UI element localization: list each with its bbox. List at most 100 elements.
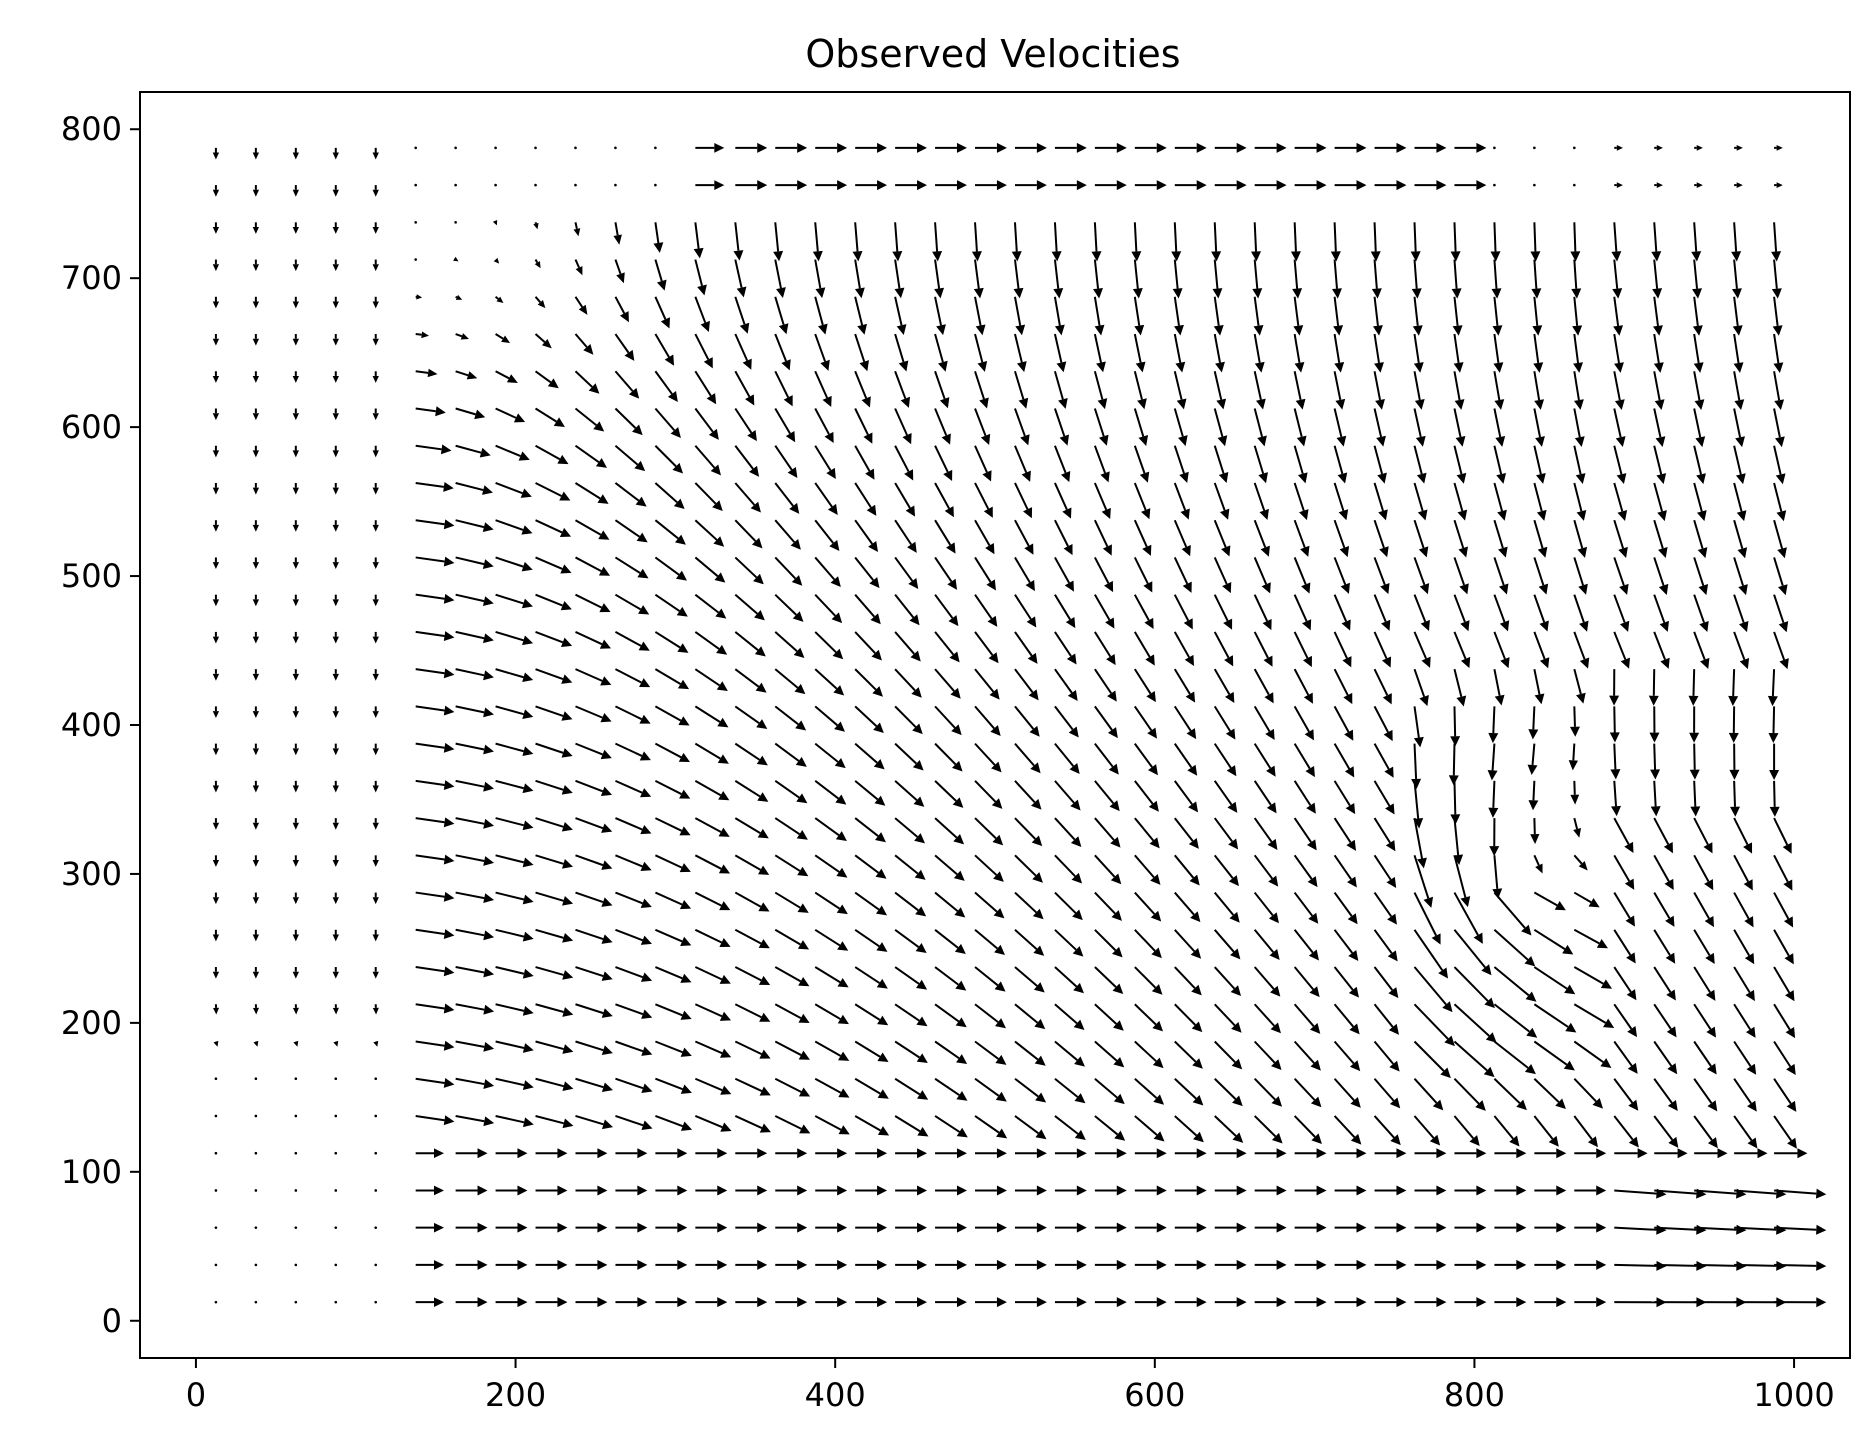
velocity-arrow xyxy=(1175,483,1190,520)
velocity-arrow xyxy=(1614,557,1628,594)
velocity-arrow xyxy=(373,818,379,830)
velocity-arrow xyxy=(1095,1079,1125,1104)
velocity-arrow xyxy=(293,818,299,830)
velocity-arrow xyxy=(253,669,259,681)
velocity-arrow xyxy=(935,669,961,699)
velocity-arrow xyxy=(1574,409,1584,447)
velocity-arrow xyxy=(1415,1297,1447,1307)
velocity-arrow xyxy=(1015,930,1044,956)
velocity-arrow xyxy=(895,818,925,843)
velocity-arrow xyxy=(253,334,259,346)
velocity-arrow xyxy=(253,930,259,942)
velocity-arrow xyxy=(1454,1185,1486,1195)
velocity-arrow xyxy=(1335,1079,1361,1108)
velocity-arrow xyxy=(815,669,844,695)
velocity-arrow xyxy=(1534,893,1566,911)
velocity-arrow xyxy=(695,893,730,911)
velocity-arrow xyxy=(1335,557,1350,593)
velocity-arrow xyxy=(1494,557,1508,594)
velocity-arrow xyxy=(855,446,874,480)
velocity-arrow xyxy=(1774,446,1785,484)
velocity-arrow xyxy=(1494,595,1509,632)
velocity-arrow xyxy=(895,1185,927,1195)
velocity-arrow xyxy=(373,371,379,383)
velocity-arrow xyxy=(1694,893,1714,928)
velocity-arrow xyxy=(655,371,677,402)
velocity-arrow xyxy=(1055,180,1087,190)
vector-field xyxy=(213,143,1827,1307)
velocity-arrow xyxy=(456,706,494,717)
velocity-arrow xyxy=(253,781,259,793)
velocity-arrow xyxy=(456,855,494,866)
velocity-arrow xyxy=(895,260,905,299)
velocity-arrow xyxy=(695,706,728,727)
velocity-arrow xyxy=(456,1004,494,1014)
velocity-arrow xyxy=(213,297,219,309)
velocity-arrow xyxy=(1095,632,1116,665)
velocity-arrow xyxy=(1175,520,1191,556)
velocity-arrow xyxy=(454,184,457,187)
velocity-arrow xyxy=(1175,446,1189,483)
velocity-arrow xyxy=(333,222,339,234)
velocity-arrow xyxy=(1573,147,1576,150)
velocity-arrow xyxy=(1374,334,1384,373)
velocity-arrow xyxy=(373,446,379,458)
velocity-arrow xyxy=(1332,260,1342,299)
velocity-arrow xyxy=(775,744,807,767)
velocity-arrow xyxy=(1015,143,1047,153)
velocity-arrow xyxy=(1451,222,1461,261)
velocity-arrow xyxy=(1572,297,1582,336)
velocity-arrow xyxy=(1694,1042,1716,1075)
velocity-arrow xyxy=(1135,446,1149,483)
velocity-arrow xyxy=(575,1042,612,1055)
velocity-arrow xyxy=(334,1301,337,1304)
velocity-arrow xyxy=(1452,260,1462,299)
velocity-arrow xyxy=(575,669,611,685)
velocity-arrow xyxy=(1373,297,1383,336)
velocity-arrow xyxy=(213,893,219,905)
velocity-arrow xyxy=(1454,669,1466,706)
y-tick-label: 600 xyxy=(61,408,122,446)
velocity-arrow xyxy=(1454,1148,1486,1158)
velocity-arrow xyxy=(1295,781,1316,814)
velocity-arrow xyxy=(1335,967,1359,998)
velocity-arrow xyxy=(575,409,604,432)
velocity-arrow xyxy=(295,1152,298,1155)
velocity-arrow xyxy=(1649,706,1659,742)
velocity-arrow xyxy=(1574,1148,1606,1158)
velocity-arrow xyxy=(1571,260,1581,299)
velocity-arrow xyxy=(334,1226,337,1229)
velocity-arrow xyxy=(1175,409,1188,447)
velocity-arrow xyxy=(456,295,463,300)
velocity-arrow xyxy=(695,409,718,440)
velocity-arrow xyxy=(1415,409,1426,447)
velocity-arrow xyxy=(373,930,379,942)
velocity-arrow xyxy=(1733,297,1743,336)
velocity-arrow xyxy=(1415,1260,1447,1270)
velocity-arrow xyxy=(496,1116,534,1127)
velocity-arrow xyxy=(1375,180,1407,190)
velocity-arrow xyxy=(735,371,754,405)
velocity-arrow xyxy=(253,632,259,644)
velocity-arrow xyxy=(1774,855,1792,890)
velocity-arrow xyxy=(1015,1079,1046,1103)
velocity-arrow xyxy=(1530,222,1540,261)
velocity-arrow xyxy=(255,1077,258,1080)
velocity-arrow xyxy=(655,632,688,653)
velocity-arrow xyxy=(1652,260,1662,299)
velocity-arrow xyxy=(1175,557,1192,592)
velocity-arrow xyxy=(1215,744,1237,777)
velocity-arrow xyxy=(695,1260,727,1270)
velocity-arrow xyxy=(215,1152,218,1155)
velocity-arrow xyxy=(1055,1042,1085,1067)
velocity-arrow xyxy=(293,260,299,272)
velocity-arrow xyxy=(373,260,379,272)
velocity-arrow xyxy=(815,818,847,841)
velocity-arrow xyxy=(1454,1004,1496,1042)
velocity-arrow xyxy=(975,1004,1006,1028)
velocity-arrow xyxy=(1255,334,1265,373)
y-tick-label: 100 xyxy=(61,1153,122,1191)
velocity-arrow xyxy=(1734,334,1744,373)
velocity-arrow xyxy=(1295,930,1319,961)
velocity-arrow xyxy=(1614,483,1627,521)
